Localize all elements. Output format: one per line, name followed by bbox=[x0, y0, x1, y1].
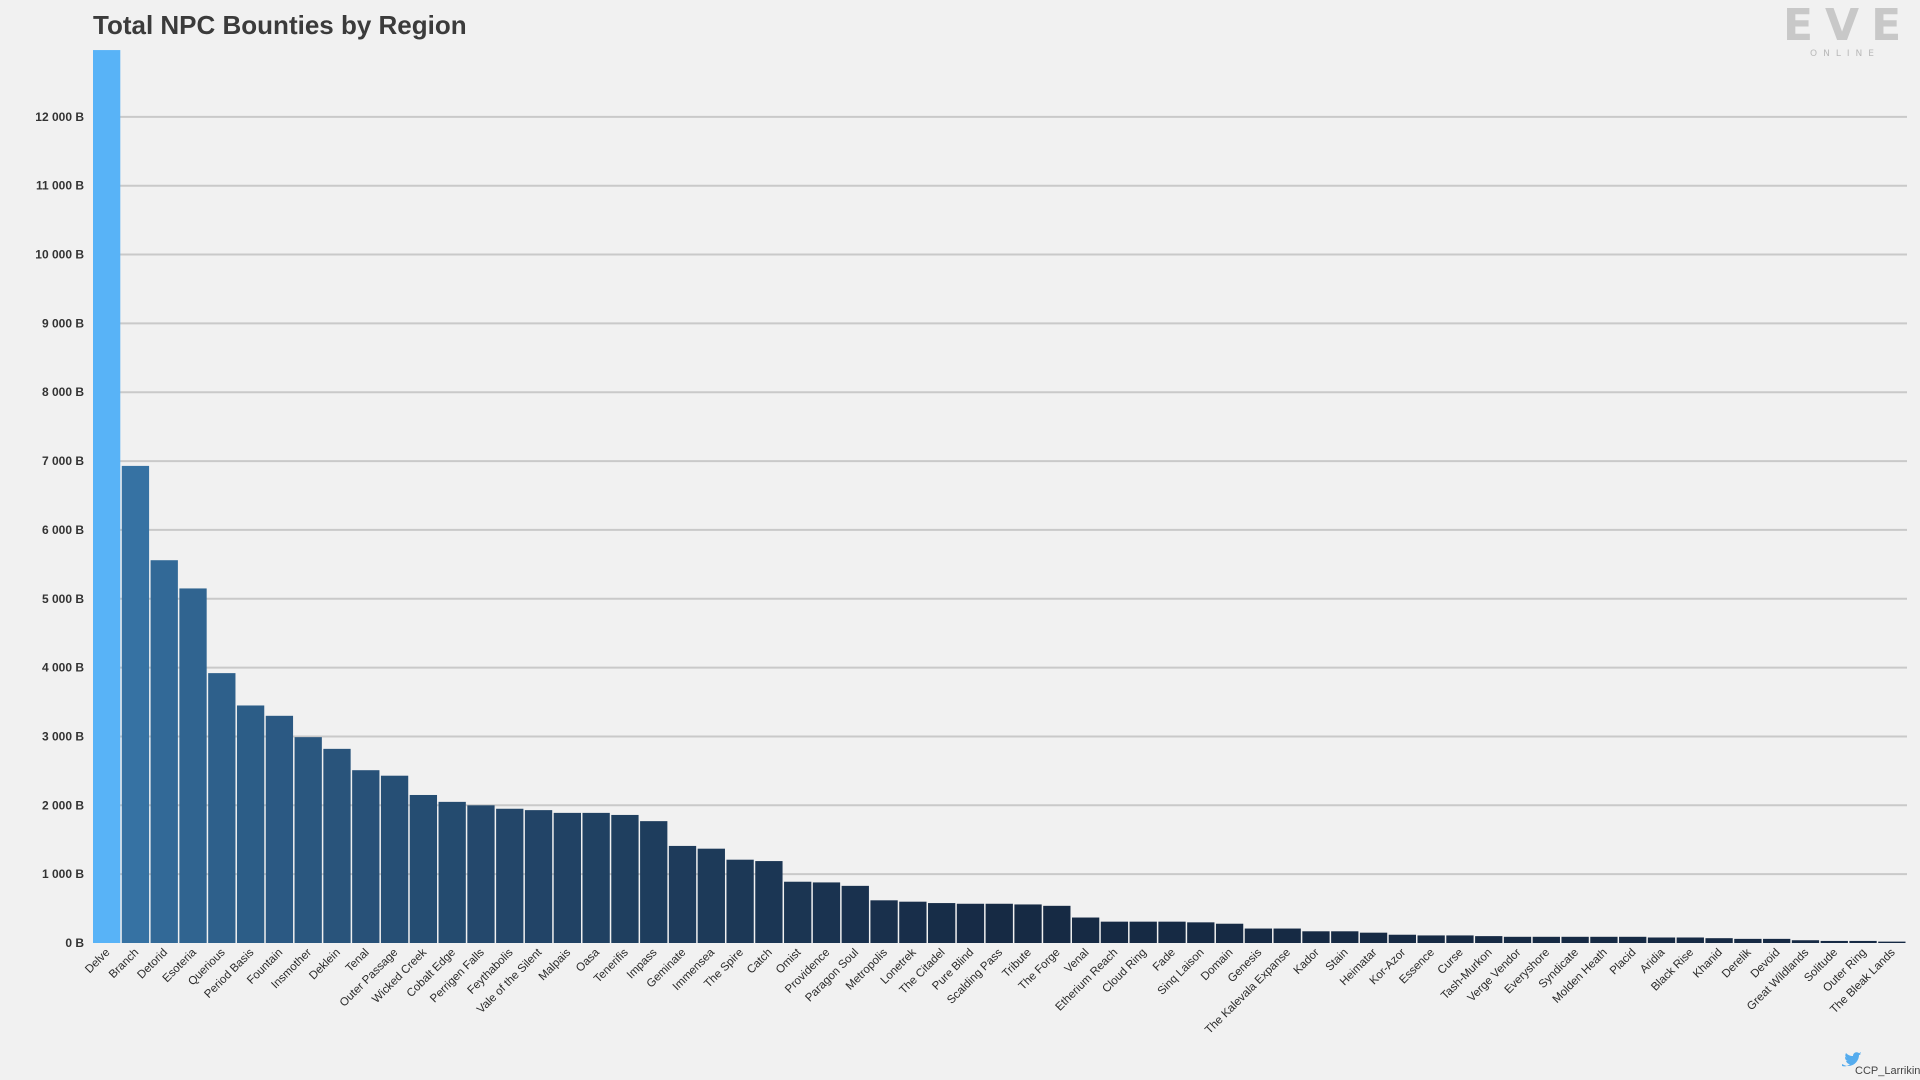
gridlines bbox=[93, 115, 1907, 876]
bar bbox=[812, 882, 841, 943]
y-tick-label: 1 000 B bbox=[42, 867, 84, 881]
bar bbox=[1791, 940, 1820, 943]
bar bbox=[726, 859, 754, 943]
bar bbox=[496, 808, 524, 943]
bar bbox=[1273, 928, 1301, 943]
bar bbox=[1676, 937, 1704, 943]
bar bbox=[1475, 936, 1503, 943]
chart-title: Total NPC Bounties by Region bbox=[93, 10, 467, 40]
bar bbox=[1532, 936, 1560, 943]
bar bbox=[956, 903, 985, 943]
y-tick-label: 5 000 B bbox=[42, 592, 84, 606]
bar bbox=[1503, 936, 1532, 943]
bar bbox=[1561, 936, 1589, 943]
bar bbox=[179, 588, 207, 943]
y-tick-label: 6 000 B bbox=[42, 523, 84, 537]
bar bbox=[1417, 935, 1445, 943]
x-tick-label: Malpais bbox=[537, 946, 574, 983]
y-tick-label: 9 000 B bbox=[42, 316, 84, 330]
logo-sub-text: ONLINE bbox=[1810, 49, 1880, 59]
bar bbox=[899, 901, 927, 943]
bar bbox=[1043, 905, 1071, 943]
bar bbox=[524, 810, 553, 943]
bar bbox=[1331, 931, 1359, 943]
bar bbox=[1763, 938, 1791, 943]
bar bbox=[265, 715, 294, 943]
bar bbox=[409, 794, 438, 943]
bar bbox=[438, 801, 466, 943]
y-tick-label: 2 000 B bbox=[42, 798, 84, 812]
bar bbox=[1302, 931, 1330, 943]
x-tick-label: Branch bbox=[107, 947, 141, 981]
bar bbox=[553, 812, 581, 943]
bar bbox=[208, 673, 236, 943]
bar bbox=[1590, 936, 1618, 943]
y-tick-label: 3 000 B bbox=[42, 729, 84, 743]
bar bbox=[668, 845, 697, 943]
bar bbox=[640, 821, 668, 943]
y-tick-label: 0 B bbox=[65, 936, 84, 950]
bar bbox=[985, 903, 1013, 943]
bar bbox=[1071, 917, 1100, 943]
bar bbox=[697, 848, 725, 943]
y-tick-label: 10 000 B bbox=[35, 248, 84, 262]
bar bbox=[352, 770, 380, 943]
bar bbox=[1100, 921, 1129, 943]
bar bbox=[1647, 937, 1676, 943]
bar bbox=[93, 50, 121, 944]
y-tick-label: 4 000 B bbox=[42, 661, 84, 675]
bar bbox=[784, 881, 812, 943]
bar bbox=[841, 885, 869, 943]
bar bbox=[380, 775, 409, 943]
bar bbox=[1129, 921, 1157, 943]
bar bbox=[121, 465, 150, 943]
bar bbox=[1705, 938, 1733, 943]
twitter-bird-icon bbox=[1842, 1052, 1861, 1067]
y-tick-label: 7 000 B bbox=[42, 454, 84, 468]
bar bbox=[323, 748, 351, 943]
y-tick-label: 11 000 B bbox=[36, 179, 84, 193]
bar bbox=[294, 737, 322, 943]
bar bbox=[1820, 940, 1848, 943]
bar bbox=[1187, 922, 1215, 943]
bar bbox=[1849, 940, 1877, 943]
bar bbox=[1244, 928, 1273, 943]
bar bbox=[1388, 934, 1417, 943]
bar bbox=[1158, 921, 1186, 943]
x-tick-label: Kador bbox=[1292, 947, 1322, 977]
bar bbox=[1446, 935, 1474, 943]
bar bbox=[150, 560, 178, 943]
bar bbox=[582, 812, 610, 943]
eve-online-logo: EVE ONLINE bbox=[1783, 0, 1913, 59]
bar bbox=[870, 900, 898, 943]
x-tick-label: Placid bbox=[1608, 947, 1639, 978]
y-tick-label: 8 000 B bbox=[42, 385, 84, 399]
credit-text: CCP_Larrikin bbox=[1855, 1065, 1920, 1077]
x-tick-label: Deklein bbox=[307, 947, 343, 983]
bar bbox=[1359, 932, 1388, 943]
bar bbox=[1215, 923, 1244, 943]
x-tick-label: Derelik bbox=[1720, 946, 1754, 980]
bars bbox=[93, 50, 1906, 944]
x-axis-labels: DelveBranchDetoridEsoteriaQueriousPeriod… bbox=[83, 946, 1898, 1036]
x-tick-label: Catch bbox=[745, 947, 775, 977]
bar bbox=[928, 903, 956, 943]
bar bbox=[1734, 938, 1762, 943]
bar bbox=[755, 861, 783, 943]
bar bbox=[611, 814, 639, 943]
bar bbox=[1878, 941, 1906, 943]
x-tick-label: Khanid bbox=[1691, 947, 1725, 981]
twitter-credit: CCP_Larrikin bbox=[1842, 1052, 1920, 1077]
logo-main-text: EVE bbox=[1783, 0, 1913, 51]
bar bbox=[1014, 904, 1042, 943]
y-tick-label: 12 000 B bbox=[35, 110, 84, 124]
y-axis-ticks: 0 B 1 000 B 2 000 B 3 000 B 4 000 B 5 000 B 6 … bbox=[35, 110, 84, 950]
bar bbox=[1619, 936, 1647, 943]
bar bbox=[467, 805, 495, 943]
bar bbox=[236, 705, 265, 943]
